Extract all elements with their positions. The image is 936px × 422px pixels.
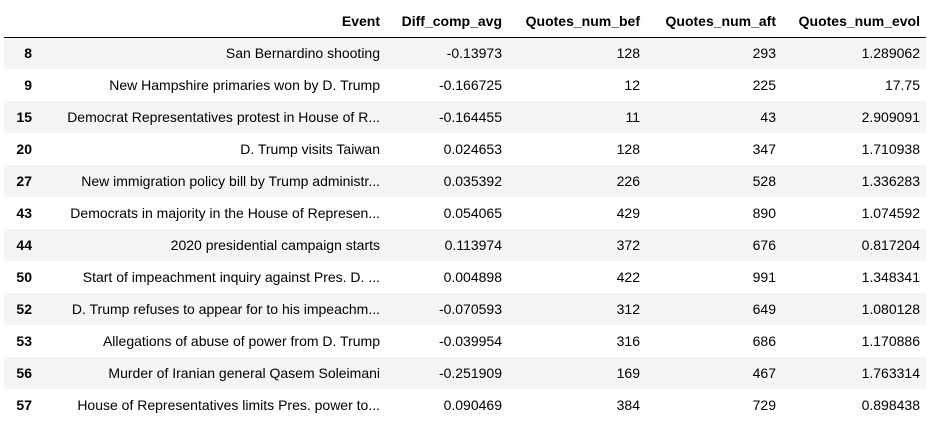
table-row: 44 2020 presidential campaign starts 0.113… (4, 229, 926, 261)
cell-diff-comp-avg: 0.024653 (443, 141, 502, 157)
cell-event: D. Trump visits Taiwan (240, 141, 380, 157)
cell-quotes-num-aft: 528 (752, 173, 776, 189)
index-header (4, 5, 38, 38)
row-index: 44 (16, 237, 32, 253)
row-index: 43 (16, 205, 32, 221)
row-index: 52 (16, 301, 32, 317)
cell-diff-comp-avg: 0.054065 (443, 205, 502, 221)
cell-event: 2020 presidential campaign starts (170, 237, 380, 253)
cell-quotes-num-aft: 347 (752, 141, 776, 157)
cell-quotes-num-evol: 1.074592 (861, 205, 920, 221)
table-row: 53 Allegations of abuse of power from D. … (4, 325, 926, 357)
column-header-event: Event (38, 5, 386, 38)
cell-diff-comp-avg: -0.13973 (446, 45, 502, 62)
cell-quotes-num-bef: 226 (616, 173, 640, 189)
table-row: 8 San Bernardino shooting -0.13973 128 293 1.… (4, 37, 926, 69)
row-index: 50 (16, 269, 32, 285)
table-row: 57 House of Representatives limits Pres. … (4, 389, 926, 421)
cell-quotes-num-aft: 649 (752, 301, 776, 317)
cell-quotes-num-evol: 1.289062 (861, 45, 920, 62)
cell-diff-comp-avg: 0.035392 (443, 173, 502, 189)
row-index: 15 (16, 109, 32, 125)
table-row: 27 New immigration policy bill by Trump a… (4, 165, 926, 197)
cell-event: New Hampshire primaries won by D. Trump (109, 77, 380, 93)
cell-diff-comp-avg: -0.166725 (438, 77, 502, 93)
cell-event: Allegations of abuse of power from D. Tr… (102, 333, 380, 349)
cell-event: House of Representatives limits Pres. po… (77, 397, 380, 413)
cell-quotes-num-bef: 422 (616, 269, 640, 285)
cell-quotes-num-bef: 12 (624, 77, 640, 93)
table-row: 9 New Hampshire primaries won by D. Trump… (4, 69, 926, 101)
cell-quotes-num-bef: 11 (625, 109, 640, 125)
row-index: 27 (16, 173, 32, 189)
column-header-quotes-num-evol: Quotes_num_evol (782, 5, 926, 38)
cell-quotes-num-bef: 128 (616, 141, 640, 157)
cell-diff-comp-avg: 0.004898 (443, 269, 502, 285)
cell-diff-comp-avg: -0.164455 (438, 109, 502, 125)
cell-quotes-num-aft: 467 (752, 365, 776, 381)
cell-quotes-num-evol: 1.348341 (861, 269, 920, 285)
cell-quotes-num-aft: 686 (752, 333, 776, 349)
cell-event: Democrat Representatives protest in Hous… (67, 109, 380, 125)
cell-quotes-num-aft: 676 (752, 237, 776, 253)
table-row: 43 Democrats in majority in the House of … (4, 197, 926, 229)
cell-quotes-num-bef: 316 (616, 333, 640, 349)
header-row: Event Diff_comp_avg Quotes_num_bef Quote… (4, 5, 926, 38)
column-header-quotes-num-bef: Quotes_num_bef (508, 5, 646, 38)
cell-diff-comp-avg: -0.251909 (438, 365, 502, 381)
column-header-quotes-num-aft: Quotes_num_aft (646, 5, 782, 38)
cell-quotes-num-evol: 1.336283 (861, 173, 920, 189)
cell-quotes-num-bef: 384 (616, 397, 640, 413)
cell-diff-comp-avg: -0.039954 (438, 333, 502, 349)
table-row: 52 D. Trump refuses to appear for to his … (4, 293, 926, 325)
row-index: 20 (16, 141, 32, 157)
row-index: 9 (24, 77, 32, 93)
cell-diff-comp-avg: 0.090469 (443, 397, 502, 413)
cell-quotes-num-aft: 890 (752, 205, 776, 221)
cell-quotes-num-evol: 1.763314 (861, 365, 920, 381)
table-row: 50 Start of impeachment inquiry against P… (4, 261, 926, 293)
cell-quotes-num-bef: 128 (616, 45, 640, 62)
table-header: Event Diff_comp_avg Quotes_num_bef Quote… (4, 5, 926, 38)
row-index: 53 (16, 333, 32, 349)
cell-quotes-num-bef: 169 (616, 365, 640, 381)
cell-quotes-num-aft: 729 (752, 397, 776, 413)
cell-event: New immigration policy bill by Trump adm… (81, 173, 380, 189)
cell-quotes-num-bef: 429 (616, 205, 640, 221)
table-row: 56 Murder of Iranian general Qasem Soleim… (4, 357, 926, 389)
cell-quotes-num-evol: 1.170886 (861, 333, 920, 349)
cell-quotes-num-evol: 0.817204 (861, 237, 920, 253)
table-row: 15 Democrat Representatives protest in Ho… (4, 101, 926, 133)
column-header-diff-comp-avg: Diff_comp_avg (386, 5, 508, 38)
cell-quotes-num-aft: 293 (752, 45, 776, 62)
cell-quotes-num-bef: 312 (616, 301, 640, 317)
row-index: 8 (24, 45, 32, 62)
cell-event: Start of impeachment inquiry against Pre… (82, 269, 380, 285)
table-body: 8 San Bernardino shooting -0.13973 128 293 1.… (4, 37, 926, 421)
cell-quotes-num-evol: 1.710938 (861, 141, 920, 157)
cell-quotes-num-evol: 0.898438 (861, 397, 920, 413)
cell-quotes-num-evol: 2.909091 (861, 109, 920, 125)
row-index: 56 (16, 365, 32, 381)
cell-quotes-num-aft: 43 (760, 109, 776, 125)
cell-diff-comp-avg: -0.070593 (438, 301, 502, 317)
cell-quotes-num-aft: 991 (752, 269, 776, 285)
cell-quotes-num-aft: 225 (752, 77, 776, 93)
dataframe-table: Event Diff_comp_avg Quotes_num_bef Quote… (4, 5, 926, 421)
cell-quotes-num-evol: 17.75 (884, 77, 920, 93)
row-index: 57 (16, 397, 32, 413)
cell-event: Democrats in majority in the House of Re… (70, 205, 380, 221)
cell-quotes-num-bef: 372 (616, 237, 640, 253)
cell-quotes-num-evol: 1.080128 (861, 301, 920, 317)
table-row: 20 D. Trump visits Taiwan 0.024653 128 347 1.… (4, 133, 926, 165)
cell-event: Murder of Iranian general Qasem Soleiman… (108, 365, 380, 381)
cell-event: D. Trump refuses to appear for to his im… (71, 301, 380, 317)
cell-event: San Bernardino shooting (225, 45, 380, 62)
cell-diff-comp-avg: 0.113974 (444, 237, 502, 253)
